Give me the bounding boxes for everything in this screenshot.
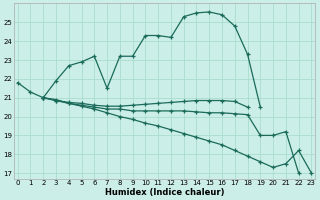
X-axis label: Humidex (Indice chaleur): Humidex (Indice chaleur) xyxy=(105,188,224,197)
